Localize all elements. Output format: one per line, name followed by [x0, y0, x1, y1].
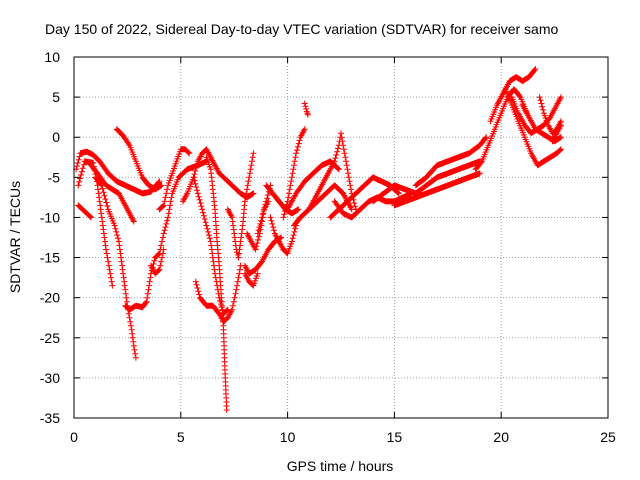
- data-series-track-f: [113, 126, 165, 193]
- data-series-track-ab: [370, 158, 483, 205]
- data-point-marks: [536, 94, 564, 137]
- data-series-track-ae: [472, 86, 530, 173]
- data-point-marks: [241, 270, 261, 289]
- x-tick-label: 20: [493, 429, 509, 445]
- data-series-track-aj: [536, 94, 564, 137]
- data-point-marks: [113, 126, 165, 193]
- data-point-marks: [502, 86, 564, 169]
- data-series-track-m: [203, 154, 230, 413]
- data-series-track-k: [190, 174, 231, 317]
- x-tick-label: 15: [387, 429, 403, 445]
- y-tick-label: -10: [40, 209, 60, 225]
- data-point-marks: [192, 262, 244, 325]
- data-point-marks: [301, 100, 311, 118]
- x-tick-label: 5: [177, 429, 185, 445]
- data-series-track-i: [156, 146, 193, 213]
- y-tick-label: 5: [52, 89, 60, 105]
- data-point-marks: [412, 134, 490, 189]
- data-point-marks: [147, 246, 167, 277]
- data-point-marks: [73, 148, 163, 197]
- data-point-marks: [224, 150, 257, 261]
- x-tick-label: 25: [600, 429, 616, 445]
- x-tick-label: 0: [70, 429, 78, 445]
- data-point-marks: [190, 174, 231, 317]
- data-series-track-y: [306, 130, 359, 213]
- data-point-marks: [508, 94, 564, 137]
- data-point-marks: [88, 162, 137, 225]
- data-series-track-ah: [508, 94, 564, 137]
- data-series-track-a: [73, 148, 163, 197]
- plot-frame: [73, 56, 609, 419]
- data-series-track-n: [224, 150, 257, 261]
- data-point-marks: [75, 202, 95, 221]
- data-series-track-ad: [412, 134, 490, 189]
- data-point-marks: [549, 122, 564, 145]
- y-tick-label: -25: [40, 330, 60, 346]
- data-point-marks: [370, 158, 483, 205]
- data-point-marks: [391, 170, 483, 209]
- y-tick-label: -30: [40, 370, 60, 386]
- data-point-marks: [156, 146, 193, 213]
- x-tick-label: 10: [280, 429, 296, 445]
- data-point-marks: [472, 86, 530, 173]
- data-series-track-l: [192, 262, 244, 325]
- y-tick-label: 0: [52, 129, 60, 145]
- y-tick-label: -5: [48, 169, 61, 185]
- data-series-track-t: [267, 214, 300, 257]
- x-axis-label: GPS time / hours: [287, 458, 394, 474]
- data-series-track-ag: [502, 86, 564, 169]
- y-tick-label: 10: [44, 49, 60, 65]
- data-series-track-ac: [391, 170, 483, 209]
- axis-ticks: 0 5 10 15 20 25 -35 -30 -25 -20 -15 -10 -5 0 5 10: [40, 49, 616, 445]
- grid-lines: [74, 57, 608, 418]
- chart-title: Day 150 of 2022, Sidereal Day-to-day VTE…: [45, 21, 558, 37]
- data-series-track-ak: [549, 122, 564, 145]
- data-point-marks: [267, 214, 300, 257]
- data-series-track-q: [241, 270, 261, 289]
- data-series-track-w: [301, 100, 311, 118]
- data-series-track-h: [147, 246, 167, 277]
- data-point-marks: [306, 130, 359, 213]
- y-tick-label: -35: [40, 410, 60, 426]
- y-tick-label: -20: [40, 290, 60, 306]
- y-axis-label: SDTVAR / TECUs: [7, 181, 23, 293]
- y-tick-label: -15: [40, 250, 60, 266]
- data-series-track-b: [75, 202, 95, 221]
- data-points: [73, 66, 564, 413]
- data-point-marks: [203, 154, 230, 413]
- data-series-track-d: [88, 162, 137, 225]
